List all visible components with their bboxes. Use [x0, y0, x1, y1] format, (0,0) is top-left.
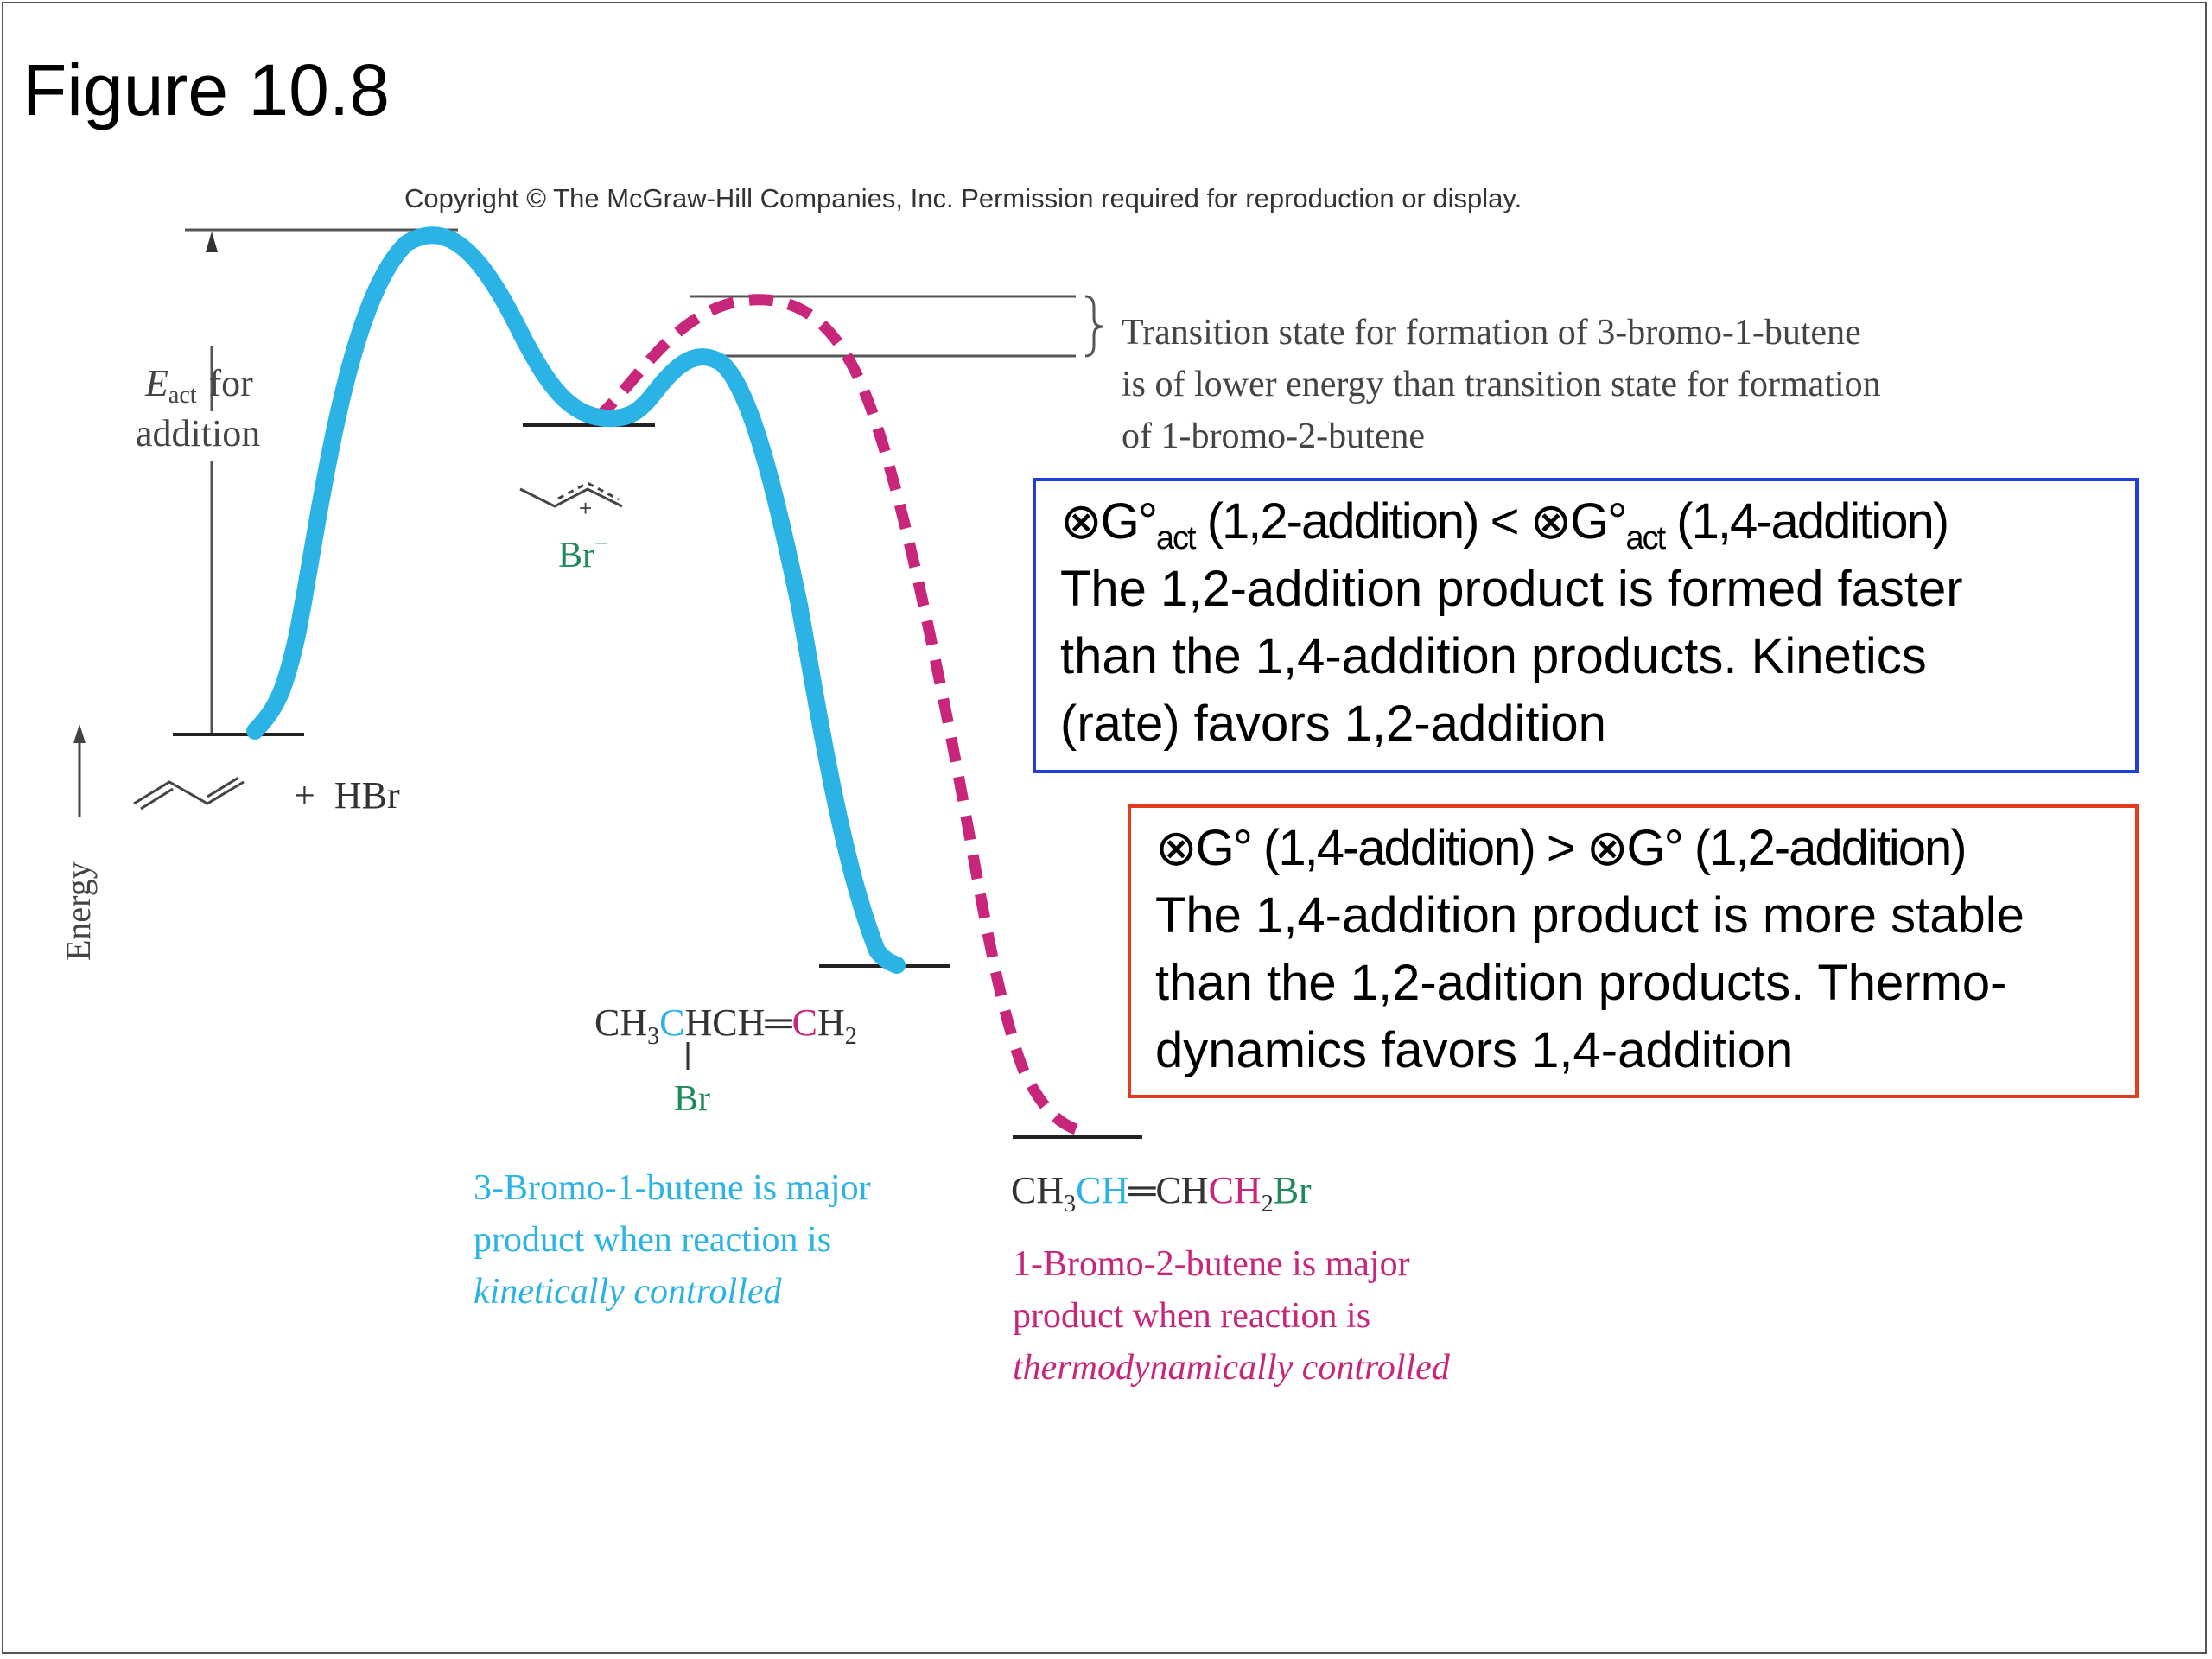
ts-note-line: is of lower energy than transition state… [1122, 365, 1881, 404]
product-14-caption-line: thermodynamically controlled [1013, 1348, 1451, 1388]
intermediate-plus: + [579, 495, 592, 521]
kinetic-box-line: than the 1,4-addition products. Kinetics [1060, 628, 1927, 684]
product-14: CH3CH═CHCH2Br 1-Bromo-2-butene is major … [1011, 1169, 1451, 1388]
product-12-caption-line: 3-Bromo-1-butene is major [474, 1168, 871, 1208]
product-12-caption-line: kinetically controlled [474, 1272, 782, 1312]
kinetic-path-curve [246, 226, 906, 974]
product-12-caption-line: product when reaction is [474, 1220, 831, 1260]
intermediate-bromide: Br− [558, 531, 608, 575]
ts-note-line: of 1-bromo-2-butene [1122, 416, 1425, 456]
thermodynamic-path-curve [592, 294, 1092, 1140]
energy-axis-label: Energy [59, 861, 98, 961]
energy-axis: Energy [59, 724, 98, 961]
figure-title: Figure 10.8 [22, 49, 390, 130]
copyright-notice: Copyright © The McGraw-Hill Companies, I… [404, 183, 1522, 213]
kinetic-box-line: The 1,2-addition product is formed faste… [1060, 561, 1963, 617]
thermo-box-line: dynamics favors 1,4-addition [1155, 1022, 1794, 1078]
ts-note: Transition state for formation of 3-brom… [1122, 313, 1881, 456]
reactants-hbr-label: + HBr [294, 774, 400, 817]
product-12: CH3CHCH═CH2 Br 3-Bromo-1-butene is major… [474, 1001, 871, 1312]
reactants: + HBr [133, 774, 400, 817]
eact-label: Eact for [144, 362, 253, 409]
thermo-box-line: The 1,4-addition product is more stable [1155, 887, 2024, 944]
kinetic-box-comparison: ⊗G°act (1,2-addition) < ⊗G°act (1,4-addi… [1060, 493, 1949, 556]
product-12-formula: CH3CHCH═CH2 [594, 1001, 857, 1050]
thermo-box-line: than the 1,2-adition products. Thermo- [1155, 955, 2007, 1011]
butadiene-structure [133, 776, 245, 810]
eact-addition-label: addition [136, 412, 260, 454]
product-14-caption-line: 1-Bromo-2-butene is major [1013, 1244, 1410, 1284]
eact-dimension: Eact for addition [136, 228, 458, 733]
kinetic-control-box: ⊗G°act (1,2-addition) < ⊗G°act (1,4-addi… [1033, 478, 2139, 773]
thermo-box-comparison: ⊗G° (1,4-addition) > ⊗G° (1,2-addition) [1155, 820, 1967, 876]
allylic-cation-intermediate: + Br− [519, 481, 623, 575]
energy-levels [173, 295, 1142, 1139]
product-14-formula: CH3CH═CHCH2Br [1011, 1169, 1312, 1217]
ts-note-line: Transition state for formation of 3-brom… [1122, 313, 1861, 353]
product-14-caption-line: product when reaction is [1013, 1296, 1370, 1336]
ts-bracket [1084, 295, 1103, 358]
kinetic-box-line: (rate) favors 1,2-addition [1060, 696, 1606, 752]
thermodynamic-control-box: ⊗G° (1,4-addition) > ⊗G° (1,2-addition) … [1128, 804, 2139, 1098]
product-12-bromine: Br [674, 1079, 710, 1119]
